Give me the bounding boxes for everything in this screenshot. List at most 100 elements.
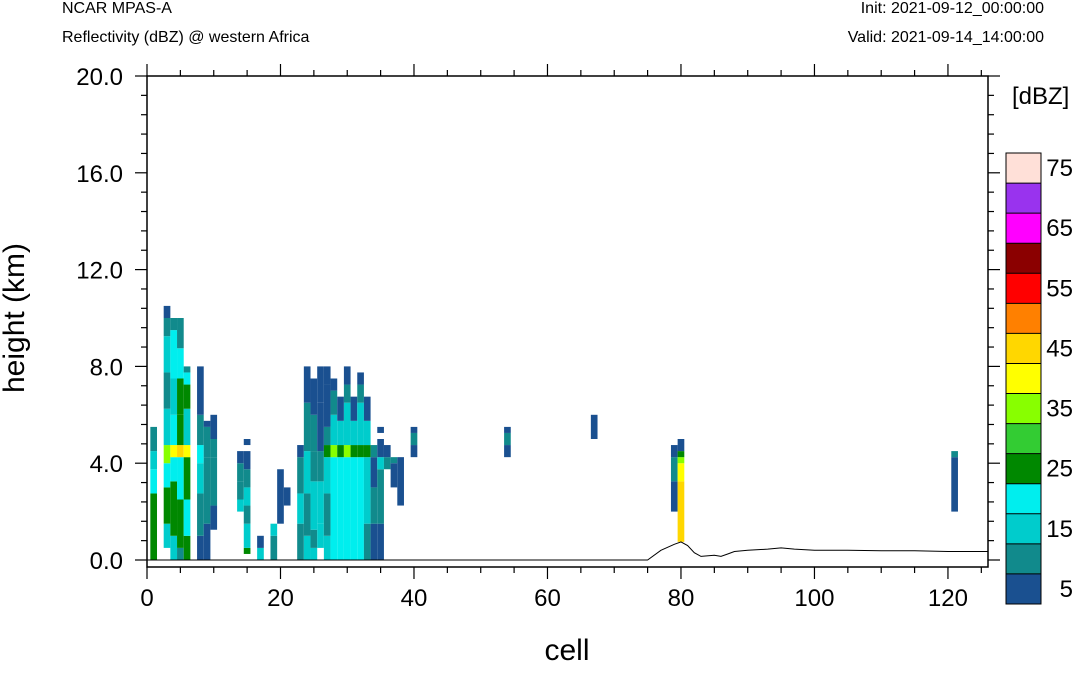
- reflectivity-cell: [283, 487, 291, 506]
- reflectivity-cell: [343, 366, 351, 385]
- reflectivity-cell: [237, 499, 244, 512]
- reflectivity-cell: [197, 414, 204, 446]
- reflectivity-cell: [270, 535, 278, 560]
- reflectivity-cell: [310, 481, 318, 530]
- reflectivity-cell: [163, 463, 171, 488]
- reflectivity-cell: [170, 318, 178, 331]
- reflectivity-cell: [163, 408, 171, 446]
- reflectivity-cell: [357, 445, 364, 458]
- reflectivity-cell: [303, 493, 311, 536]
- reflectivity-cell: [163, 372, 171, 409]
- colorbar-swatch: [1006, 393, 1041, 424]
- reflectivity-cell: [343, 402, 351, 446]
- colorbar-swatch: [1006, 303, 1041, 334]
- reflectivity-cell: [323, 426, 331, 446]
- reflectivity-cell: [237, 451, 244, 464]
- reflectivity-cell: [377, 426, 384, 433]
- reflectivity-cell: [670, 457, 678, 482]
- colorbar-tick-label: 15: [1046, 516, 1073, 543]
- reflectivity-cell: [297, 457, 304, 494]
- reflectivity-cell: [303, 535, 311, 560]
- x-tick-label: 20: [267, 585, 294, 612]
- x-tick-label: 40: [401, 585, 428, 612]
- header-subtitle: Reflectivity (dBZ) @ western Africa: [62, 29, 310, 46]
- reflectivity-cell: [183, 384, 191, 409]
- reflectivity-cell: [197, 535, 204, 560]
- reflectivity-cell: [197, 463, 204, 494]
- reflectivity-cell: [243, 547, 251, 554]
- reflectivity-cell: [237, 463, 244, 482]
- reflectivity-cell: [163, 336, 171, 373]
- reflectivity-cell: [183, 372, 191, 385]
- reflectivity-cell: [197, 445, 204, 464]
- reflectivity-cell: [951, 457, 958, 512]
- header-init-time: Init: 2021-09-12_00:00:00: [860, 0, 1044, 17]
- reflectivity-cell: [177, 547, 184, 560]
- reflectivity-cell: [297, 523, 304, 560]
- reflectivity-cell: [150, 451, 158, 470]
- colorbar-swatch: [1006, 333, 1041, 364]
- colorbar-swatch: [1006, 513, 1041, 544]
- reflectivity-cell: [350, 420, 358, 446]
- reflectivity-cell: [177, 445, 184, 458]
- reflectivity-cell: [150, 426, 158, 452]
- colorbar-tick-label: 25: [1046, 456, 1073, 483]
- reflectivity-cell: [203, 457, 211, 524]
- x-tick-label: 60: [534, 585, 561, 612]
- reflectivity-cell: [183, 445, 191, 458]
- reflectivity-cell: [357, 402, 364, 446]
- reflectivity-cell: [670, 445, 678, 458]
- reflectivity-cell: [677, 451, 685, 458]
- y-tick-label: 12.0: [76, 258, 123, 285]
- colorbar-swatch: [1006, 243, 1041, 274]
- y-tick-label: 0.0: [90, 548, 123, 575]
- y-axis-label: height (km): [0, 243, 31, 393]
- colorbar-tick-label: 65: [1046, 215, 1073, 242]
- colorbar-tick-label: 5: [1060, 576, 1073, 603]
- reflectivity-cell: [170, 330, 178, 379]
- reflectivity-cell: [343, 384, 351, 403]
- reflectivity-cell: [317, 523, 324, 548]
- reflectivity-cell: [163, 305, 171, 318]
- reflectivity-cell: [183, 499, 191, 536]
- colorbar-tick-label: 35: [1046, 396, 1073, 423]
- reflectivity-cell: [504, 426, 511, 433]
- reflectivity-cell: [410, 445, 418, 458]
- reflectivity-cell: [330, 445, 338, 458]
- reflectivity-cell: [210, 439, 218, 458]
- y-tick-label: 16.0: [76, 161, 123, 188]
- reflectivity-cell: [330, 457, 338, 560]
- reflectivity-cell: [363, 445, 371, 458]
- reflectivity-cell: [504, 432, 511, 446]
- reflectivity-cell: [383, 457, 391, 470]
- reflectivity-cell: [410, 432, 418, 446]
- x-tick-label: 80: [668, 585, 695, 612]
- reflectivity-cell: [310, 529, 318, 548]
- reflectivity-cell: [350, 457, 358, 560]
- colorbar-swatch: [1006, 153, 1041, 184]
- reflectivity-cell: [163, 445, 171, 464]
- reflectivity-cell: [243, 451, 251, 470]
- reflectivity-cell: [390, 463, 398, 488]
- reflectivity-cell: [203, 420, 211, 427]
- reflectivity-cell: [677, 457, 685, 464]
- reflectivity-cell: [590, 414, 598, 439]
- colorbar-swatch: [1006, 273, 1041, 304]
- reflectivity-cell: [310, 547, 318, 560]
- reflectivity-cell: [350, 445, 358, 458]
- reflectivity-cell: [370, 445, 378, 458]
- terrain-outline: [147, 541, 988, 561]
- reflectivity-cell: [343, 457, 351, 560]
- reflectivity-cell: [363, 396, 371, 421]
- reflectivity-cell: [170, 481, 178, 536]
- reflectivity-cell: [170, 457, 178, 482]
- reflectivity-cell: [357, 384, 364, 403]
- reflectivity-cell: [323, 366, 331, 385]
- reflectivity-cell: [310, 451, 318, 482]
- reflectivity-cell: [243, 439, 251, 446]
- reflectivity-cell: [337, 445, 344, 458]
- plot-frame: [146, 75, 989, 568]
- reflectivity-cell: [243, 523, 251, 548]
- colorbar-swatch: [1006, 483, 1041, 514]
